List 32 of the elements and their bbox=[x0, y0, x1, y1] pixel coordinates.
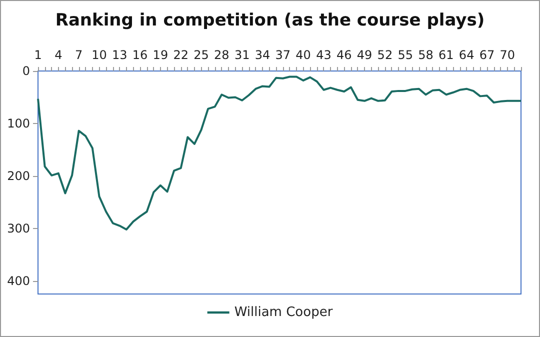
legend-label: William Cooper bbox=[234, 305, 334, 320]
y-tick-label: 400 bbox=[7, 274, 30, 288]
x-tick-label: 55 bbox=[398, 48, 413, 62]
x-tick-label: 31 bbox=[234, 48, 250, 62]
x-tick-label: 61 bbox=[438, 48, 454, 62]
chart-title: Ranking in competition (as the course plays) bbox=[55, 10, 485, 30]
x-tick-label: 70 bbox=[500, 48, 516, 62]
x-tick-label: 7 bbox=[74, 48, 83, 62]
x-tick-label: 25 bbox=[194, 48, 209, 62]
x-tick-label: 58 bbox=[418, 48, 434, 62]
x-tick-label: 52 bbox=[377, 48, 393, 62]
x-tick-label: 22 bbox=[173, 48, 188, 62]
y-tick-label: 100 bbox=[7, 116, 30, 130]
y-tick-label: 200 bbox=[7, 168, 30, 183]
x-tick-label: 49 bbox=[356, 48, 372, 62]
y-tick-label: 300 bbox=[7, 221, 30, 236]
x-tick-label: 13 bbox=[112, 48, 128, 62]
x-tick-label: 40 bbox=[296, 48, 311, 62]
x-tick-label: 67 bbox=[479, 48, 495, 62]
x-tick-label: 34 bbox=[254, 48, 270, 62]
x-tick-label: 28 bbox=[214, 48, 230, 62]
x-tick-label: 43 bbox=[316, 48, 332, 62]
x-tick-label: 4 bbox=[54, 48, 62, 62]
x-tick-label: 46 bbox=[336, 48, 352, 62]
x-tick-label: 16 bbox=[132, 48, 148, 62]
line-series bbox=[37, 76, 522, 230]
x-tick-label: 10 bbox=[92, 48, 107, 62]
x-tick-label: 37 bbox=[275, 48, 291, 62]
x-tick-label: 19 bbox=[152, 48, 168, 62]
y-tick-label: 0 bbox=[22, 64, 30, 78]
x-tick-label: 1 bbox=[34, 48, 42, 62]
x-tick-label: 64 bbox=[458, 48, 474, 62]
